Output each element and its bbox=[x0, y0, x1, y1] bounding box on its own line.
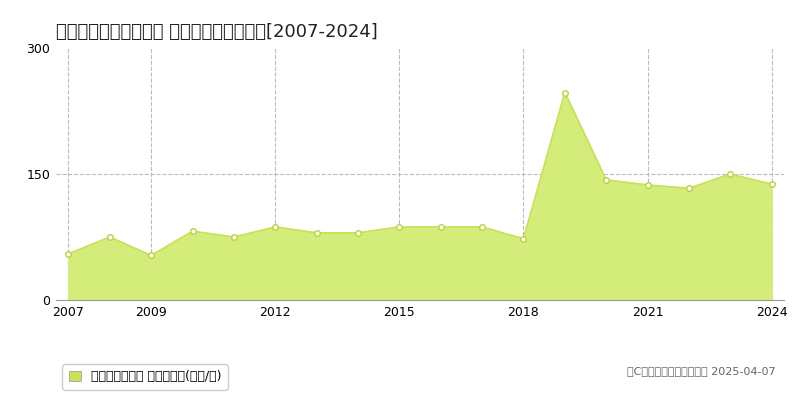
Text: 大阪市東成区大今里西 マンション価格推移[2007-2024]: 大阪市東成区大今里西 マンション価格推移[2007-2024] bbox=[56, 23, 378, 41]
Legend: マンション価格 平均嵪単価(万円/嵪): マンション価格 平均嵪単価(万円/嵪) bbox=[62, 364, 228, 390]
Text: （C）土地価格ドットコム 2025-04-07: （C）土地価格ドットコム 2025-04-07 bbox=[627, 366, 776, 376]
